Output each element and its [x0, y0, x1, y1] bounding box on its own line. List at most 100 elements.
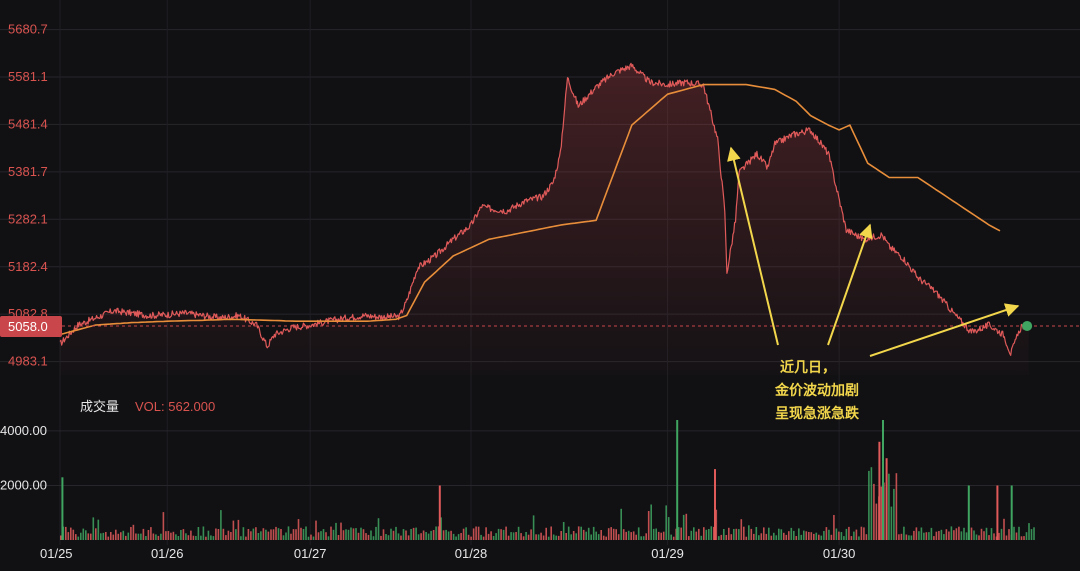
- volume-bar: [400, 535, 402, 540]
- volume-bar: [415, 527, 417, 540]
- volume-bar: [637, 527, 640, 540]
- volume-bar: [222, 528, 225, 540]
- volume-bar: [267, 531, 270, 540]
- volume-bar: [625, 531, 627, 540]
- volume-bars: [60, 420, 1035, 540]
- volume-bar: [80, 532, 82, 540]
- volume-bar: [132, 524, 135, 540]
- volume-bar: [1025, 532, 1028, 540]
- volume-bar: [753, 533, 755, 540]
- volume-bar: [255, 527, 257, 540]
- volume-bar: [552, 534, 555, 540]
- volume-bar: [315, 520, 317, 540]
- volume-bar: [417, 534, 420, 540]
- volume-bar: [237, 519, 240, 540]
- volume-bar: [530, 529, 532, 540]
- volume-bar: [167, 531, 170, 540]
- volume-bar: [290, 533, 292, 540]
- volume-bar: [580, 526, 582, 540]
- volume-bar: [307, 536, 310, 540]
- volume-bar: [570, 534, 572, 540]
- volume-bar: [140, 533, 142, 540]
- volume-bar: [365, 533, 367, 540]
- volume-bar: [360, 527, 362, 540]
- volume-bar: [362, 529, 365, 540]
- volume-bar: [135, 533, 137, 540]
- volume-bar: [743, 526, 745, 540]
- volume-bar: [735, 528, 738, 540]
- volume-bar: [380, 535, 382, 540]
- volume-bar: [347, 529, 350, 540]
- volume-bar: [680, 527, 682, 540]
- volume-bar: [672, 536, 675, 540]
- volume-bar: [820, 535, 823, 540]
- volume-bar: [983, 531, 985, 540]
- price-tick-label: 5381.7: [8, 164, 48, 179]
- volume-bar: [823, 531, 825, 540]
- volume-bar: [390, 528, 392, 540]
- volume-bar: [170, 532, 172, 540]
- volume-bar: [195, 536, 197, 540]
- volume-bar: [715, 509, 718, 540]
- volume-bar: [875, 503, 878, 540]
- volume-bar: [815, 532, 818, 540]
- volume-bar: [725, 535, 728, 540]
- volume-bar: [693, 527, 695, 540]
- volume-bar: [1028, 523, 1030, 540]
- volume-bar: [745, 536, 748, 540]
- volume-bar: [287, 526, 290, 540]
- volume-axis: 4000.00 2000.00: [0, 423, 47, 493]
- volume-bar: [758, 535, 760, 540]
- volume-bar: [665, 505, 667, 540]
- volume-bar: [660, 532, 662, 540]
- volume-bar: [107, 536, 110, 540]
- volume-bar: [1005, 535, 1008, 540]
- volume-bar: [800, 534, 803, 540]
- volume-bar: [572, 531, 575, 540]
- volume-bar: [770, 535, 773, 540]
- volume-bar: [935, 531, 938, 540]
- volume-bar: [185, 533, 187, 540]
- volume-bar: [332, 529, 335, 540]
- volume-bar: [773, 532, 775, 540]
- volume-bar: [890, 506, 893, 540]
- volume-bar: [412, 527, 415, 540]
- volume-bar: [397, 533, 400, 540]
- volume-bar: [730, 534, 733, 540]
- volume-bar: [652, 528, 655, 540]
- volume-bar: [497, 528, 500, 540]
- volume-bar: [160, 533, 162, 540]
- volume-bar: [700, 535, 703, 540]
- volume-bar: [520, 533, 522, 540]
- volume-bar: [893, 488, 895, 540]
- volume-bar: [645, 533, 647, 540]
- volume-bar: [250, 531, 252, 540]
- volume-bar: [247, 529, 250, 540]
- volume-bar: [988, 535, 990, 540]
- volume-bar: [768, 527, 770, 540]
- volume-bar: [655, 528, 657, 540]
- volume-bar: [120, 532, 122, 540]
- volume-bar: [920, 527, 923, 540]
- volume-bar: [297, 519, 300, 540]
- volume-bar: [622, 529, 625, 540]
- volume-bar: [292, 529, 295, 540]
- volume-value: VOL: 562.000: [135, 399, 215, 414]
- volume-bar: [230, 532, 232, 540]
- volume-bar: [562, 522, 565, 540]
- volume-bar: [110, 532, 112, 540]
- volume-bar: [607, 528, 610, 540]
- volume-bar: [270, 529, 272, 540]
- volume-bar: [763, 527, 765, 540]
- volume-bar: [617, 534, 620, 540]
- volume-bar: [372, 536, 375, 540]
- volume-bar: [322, 529, 325, 540]
- volume-bar: [490, 531, 492, 540]
- volume-bar: [690, 530, 693, 540]
- volume-bar: [1015, 532, 1018, 540]
- volume-bar: [302, 529, 305, 540]
- volume-bar: [805, 531, 808, 540]
- volume-bar: [325, 532, 327, 540]
- volume-bar: [733, 529, 735, 540]
